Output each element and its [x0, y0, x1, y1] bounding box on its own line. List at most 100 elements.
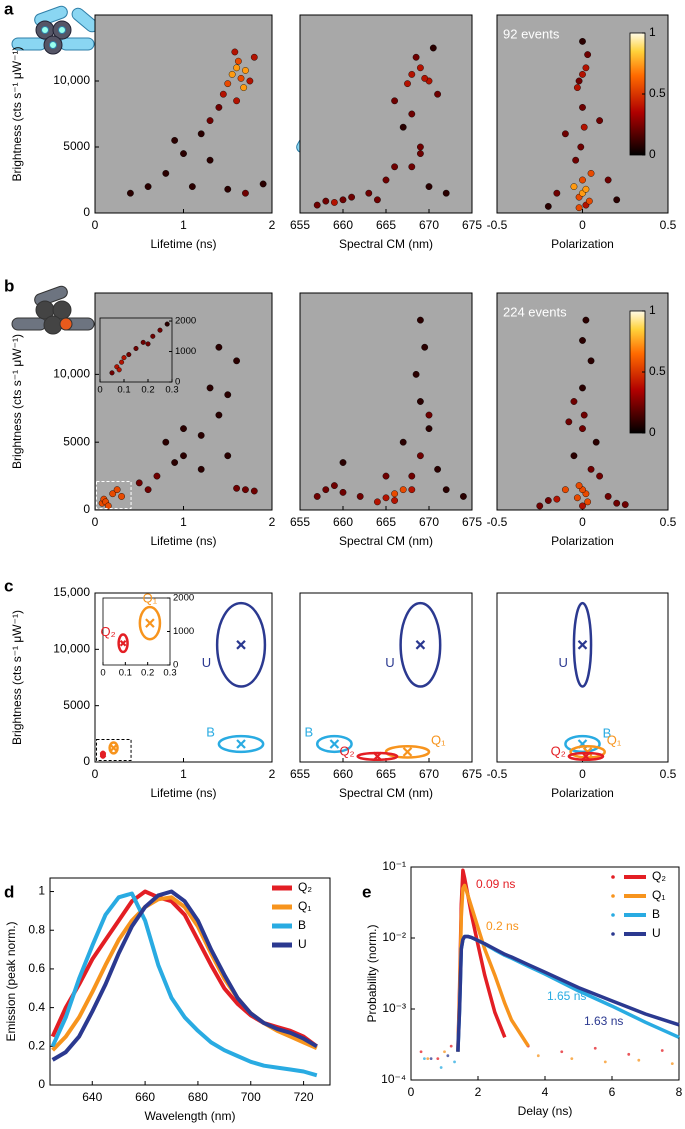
data-point [188, 183, 196, 191]
event-count: 92 events [503, 26, 560, 41]
data-point [382, 176, 390, 184]
data-point [113, 486, 121, 494]
state-ellipse [572, 601, 593, 688]
colorbar-tick-label: 0.5 [649, 86, 666, 100]
raw-point [446, 1054, 450, 1058]
y-axis-label: Emission (peak norm.) [4, 921, 18, 1041]
data-point [442, 486, 450, 494]
state-ellipse [315, 734, 353, 754]
legend-label: B [298, 918, 306, 932]
state-label: U [385, 655, 394, 670]
data-point [242, 189, 249, 197]
data-point [145, 341, 151, 347]
data-point [250, 487, 258, 495]
data-point [228, 71, 236, 78]
x-tick-label: 6 [609, 1085, 616, 1099]
data-point [459, 493, 467, 500]
x-tick-label: 0 [579, 515, 586, 529]
x-axis-label: Spectral CM (nm) [339, 534, 433, 548]
data-point [118, 493, 125, 500]
data-point [133, 345, 139, 351]
lifetime-label: 0.09 ns [476, 877, 515, 891]
x-tick-label: 665 [376, 767, 396, 781]
state-center [145, 618, 155, 628]
data-point [442, 189, 450, 197]
data-point [575, 482, 583, 489]
x-tick-label: 0.5 [660, 515, 677, 529]
x-tick-label: 1 [180, 218, 187, 232]
data-point [391, 97, 398, 105]
data-point [219, 90, 227, 98]
y-tick-label: 0.6 [28, 961, 45, 975]
x-tick-label: -0.5 [487, 515, 508, 529]
state-ellipse [108, 741, 119, 755]
x-tick-label: 0.5 [660, 767, 677, 781]
data-point [408, 472, 416, 480]
data-point [416, 64, 424, 72]
data-point [579, 71, 586, 78]
data-point [135, 479, 143, 487]
data-point [224, 391, 232, 399]
series-line [50, 891, 318, 1078]
y-tick-label: 10⁻³ [382, 1001, 406, 1015]
data-point [412, 53, 420, 61]
data-point [313, 201, 321, 209]
state-ellipse [117, 633, 129, 654]
y-tick-label: 0 [38, 1077, 45, 1091]
data-point [171, 459, 179, 466]
x-tick-label: 1 [180, 767, 187, 781]
x-axis-label: Polarization [551, 534, 614, 548]
y-tick-label: 1000 [173, 626, 194, 637]
data-point [144, 183, 152, 191]
data-point [126, 189, 134, 197]
x-tick-label: 0 [97, 385, 102, 396]
x-axis-label: Wavelength (nm) [145, 1109, 236, 1123]
data-point [140, 339, 146, 345]
data-point [162, 438, 170, 446]
data-point [180, 150, 187, 158]
data-point [412, 370, 420, 378]
data-point [164, 321, 170, 327]
panel-label: c [4, 576, 13, 595]
x-tick-label: 2 [269, 218, 276, 232]
x-tick-label: 2 [269, 515, 276, 529]
data-point [416, 143, 424, 151]
data-point [562, 130, 569, 138]
state-center [236, 640, 246, 650]
x-tick-label: 670 [419, 767, 439, 781]
data-point [579, 425, 586, 433]
data-point [580, 123, 588, 131]
data-point [421, 74, 429, 82]
panel-label: e [362, 882, 371, 901]
data-point [126, 352, 132, 358]
raw-point [453, 1060, 456, 1064]
data-point [572, 156, 580, 164]
y-tick-label: 1000 [175, 346, 196, 357]
data-point [536, 502, 544, 510]
data-point [613, 196, 621, 204]
data-point [157, 327, 163, 333]
data-point [237, 74, 245, 82]
data-point [579, 337, 586, 344]
data-point [339, 196, 347, 204]
data-point [621, 501, 629, 508]
data-point [592, 438, 600, 446]
data-point [582, 185, 590, 193]
data-point [242, 486, 249, 494]
x-axis-label: Spectral CM (nm) [339, 237, 433, 251]
state-ellipse [138, 605, 162, 641]
data-point [373, 196, 381, 204]
x-tick-label: 0 [92, 515, 99, 529]
plot-area [496, 592, 669, 763]
data-point [425, 411, 433, 419]
x-tick-label: -0.5 [487, 767, 508, 781]
raw-point [536, 1054, 540, 1058]
raw-point [423, 1057, 426, 1061]
data-point [596, 472, 603, 480]
legend-dot [611, 875, 615, 879]
raw-point [449, 1044, 453, 1048]
data-point [404, 80, 411, 88]
state-center [415, 640, 426, 650]
data-point [234, 57, 242, 65]
